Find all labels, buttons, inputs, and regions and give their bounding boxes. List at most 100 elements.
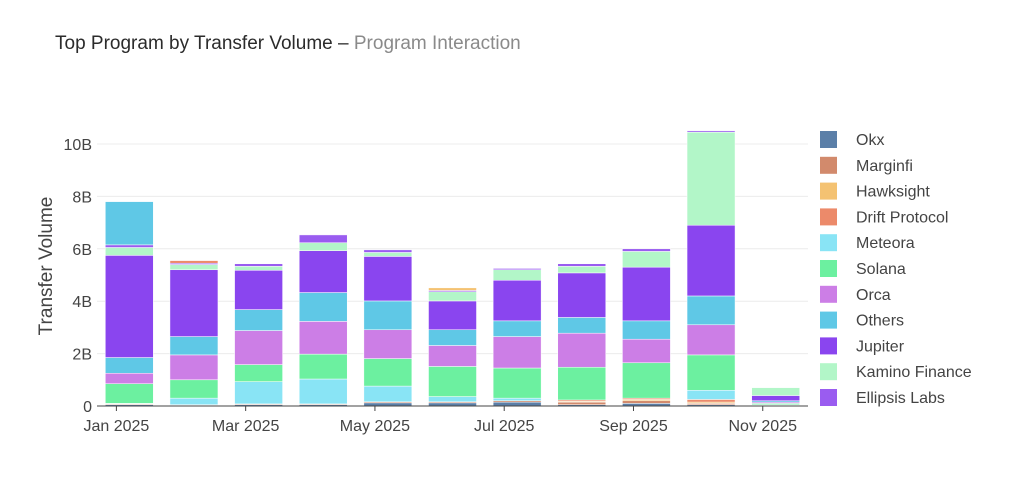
bar-meteora xyxy=(363,385,413,403)
bar-solana xyxy=(105,383,154,404)
bar-kamino-finance xyxy=(234,266,283,271)
y-tick-label: 0 xyxy=(83,399,92,416)
bar-solana xyxy=(557,366,607,401)
legend-label-ellipsis-labs: Ellipsis Labs xyxy=(856,390,945,407)
bar-others xyxy=(686,295,736,326)
bar-kamino-finance xyxy=(298,242,348,251)
bar-kamino-finance xyxy=(622,251,671,268)
bar-solana xyxy=(622,362,671,399)
bar-hawksight xyxy=(428,287,477,291)
bar-ellipsis-labs xyxy=(622,248,671,252)
bar-orca xyxy=(363,329,413,359)
x-tick-label: Sep 2025 xyxy=(599,418,668,435)
legend-label-drift-protocol: Drift Protocol xyxy=(856,209,948,226)
chart-title-separator: – xyxy=(332,33,354,54)
bar-others xyxy=(169,336,219,356)
legend-swatch-solana xyxy=(820,260,837,277)
bar-jupiter xyxy=(622,266,671,322)
bar-meteora xyxy=(298,378,348,405)
bar-others xyxy=(557,317,607,334)
bar-drift-protocol xyxy=(169,260,219,264)
bar-orca xyxy=(557,332,607,368)
y-axis-title: Transfer Volume xyxy=(36,197,57,336)
bar-others xyxy=(234,309,283,331)
bar-kamino-finance xyxy=(169,264,219,271)
x-tick-label: Mar 2025 xyxy=(212,418,280,435)
bar-jupiter xyxy=(557,272,607,318)
y-tick-label: 10B xyxy=(64,137,92,154)
bar-marginfi xyxy=(622,400,671,404)
bar-kamino-finance xyxy=(428,291,477,302)
bar-jupiter xyxy=(363,256,413,302)
bar-ellipsis-labs xyxy=(363,249,413,253)
bar-kamino-finance xyxy=(557,266,607,274)
bar-ellipsis-labs xyxy=(234,263,283,267)
bar-meteora xyxy=(492,397,542,402)
bar-others xyxy=(492,320,542,337)
chart-title-main: Top Program by Transfer Volume xyxy=(55,33,333,54)
legend-label-hawksight: Hawksight xyxy=(856,184,930,201)
legend-swatch-hawksight xyxy=(820,182,837,200)
legend-label-kamino-finance: Kamino Finance xyxy=(856,364,972,381)
bar-ellipsis-labs xyxy=(298,234,348,244)
legend-label-meteora: Meteora xyxy=(856,235,915,252)
legend-swatch-jupiter xyxy=(820,337,837,355)
legend-swatch-kamino-finance xyxy=(820,363,837,381)
x-tick-label: Nov 2025 xyxy=(729,418,798,435)
bar-ellipsis-labs xyxy=(557,263,607,267)
legend-swatch-meteora xyxy=(820,234,837,252)
bar-solana xyxy=(298,353,348,380)
bar-jupiter xyxy=(234,270,283,310)
legend-swatch-orca xyxy=(820,285,837,303)
bar-kamino-finance xyxy=(105,247,154,256)
legend-swatch-ellipsis-labs xyxy=(820,389,837,406)
bar-drift-protocol xyxy=(686,399,736,403)
x-tick-label: May 2025 xyxy=(340,418,410,435)
bar-others xyxy=(363,300,413,331)
bar-meteora xyxy=(686,390,736,400)
legend-label-others: Others xyxy=(856,313,904,330)
legend-label-marginfi: Marginfi xyxy=(856,158,913,175)
bar-orca xyxy=(686,324,736,356)
bar-orca xyxy=(298,321,348,355)
bar-jupiter xyxy=(492,279,542,322)
bar-solana xyxy=(363,358,413,387)
bar-jupiter xyxy=(298,250,348,293)
bar-others xyxy=(622,320,671,340)
bar-jupiter xyxy=(686,224,736,297)
chart-subtitle: Program Interaction xyxy=(353,33,521,54)
bar-kamino-finance xyxy=(363,252,413,257)
y-tick-label: 8B xyxy=(72,189,92,206)
legend-label-jupiter: Jupiter xyxy=(856,338,905,355)
bar-orca xyxy=(492,336,542,369)
chart-title: Top Program by Transfer Volume – Program… xyxy=(55,33,521,55)
bar-meteora xyxy=(428,396,477,403)
bar-jupiter xyxy=(105,255,154,358)
bar-meteora xyxy=(169,397,219,405)
bar-marginfi xyxy=(557,401,607,405)
bar-others xyxy=(105,201,154,246)
bar-okx xyxy=(492,401,542,407)
legend-swatch-others xyxy=(820,311,837,329)
bar-jupiter xyxy=(751,395,800,402)
bar-others xyxy=(428,329,477,346)
y-tick-label: 2B xyxy=(72,347,92,364)
bar-ellipsis-labs xyxy=(686,130,736,133)
bar-orca xyxy=(622,338,671,364)
bar-orca xyxy=(169,354,219,381)
bar-solana xyxy=(234,364,283,382)
bar-solana xyxy=(169,379,219,399)
bar-ellipsis-labs xyxy=(105,244,154,248)
bar-orca xyxy=(428,345,477,367)
legend-label-solana: Solana xyxy=(856,261,906,278)
bar-solana xyxy=(492,367,542,399)
bar-jupiter xyxy=(428,300,477,331)
bar-others xyxy=(105,357,154,374)
legend-swatch-drift-protocol xyxy=(820,208,837,226)
bar-jupiter xyxy=(169,269,219,337)
bar-meteora xyxy=(234,381,283,405)
legend-swatch-okx xyxy=(820,131,837,148)
bar-others xyxy=(298,292,348,322)
